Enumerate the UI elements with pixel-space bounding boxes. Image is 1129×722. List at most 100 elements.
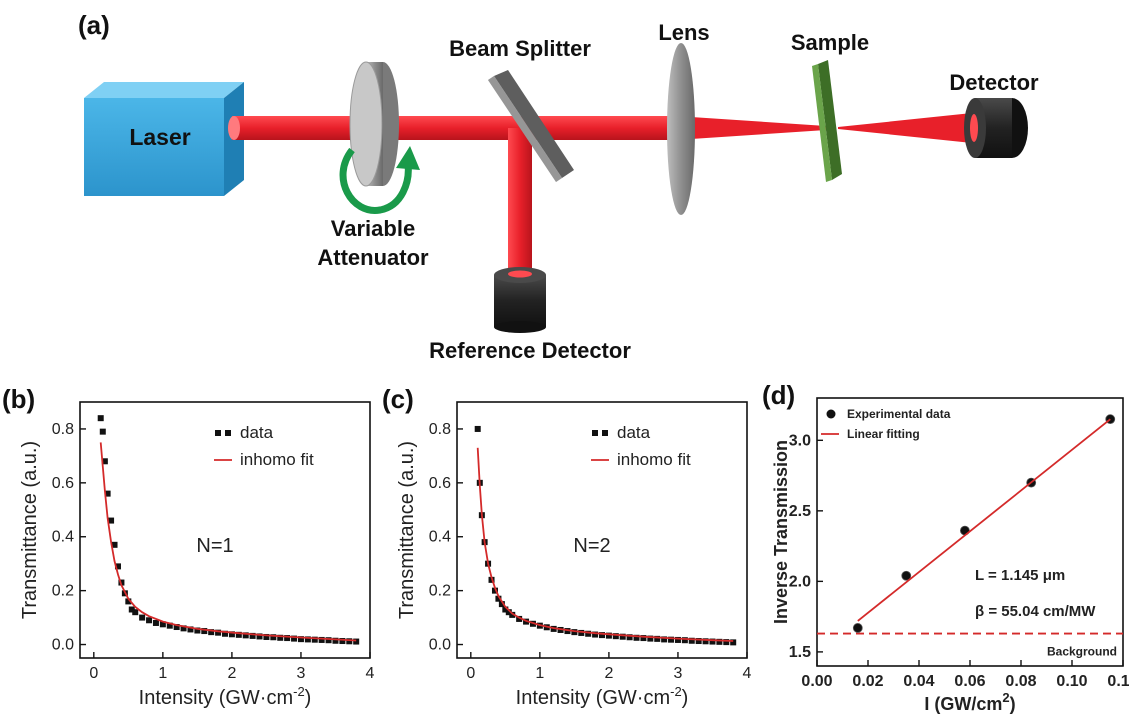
- data-point: [723, 639, 730, 646]
- y-tick-label: 0.6: [52, 475, 74, 492]
- y-tick-label: 0.8: [429, 421, 451, 438]
- annotation-param: β = 55.04 cm/MW: [975, 603, 1096, 620]
- x-tick-label: 3: [673, 665, 682, 682]
- data-point: [901, 570, 912, 581]
- y-tick-label: 1.5: [789, 644, 811, 661]
- plot-frame: [456, 401, 748, 659]
- data-point: [201, 628, 208, 635]
- data-point: [498, 601, 505, 608]
- plot-frame: [79, 401, 371, 659]
- data-point: [235, 631, 242, 638]
- attenuator-label-line2: Attenuator: [317, 245, 429, 270]
- x-tick-label: 0.06: [954, 673, 985, 690]
- y-tick-label: 2.5: [789, 503, 811, 520]
- x-axis-label: I (GW/cm2): [924, 690, 1015, 714]
- data-point: [571, 629, 578, 636]
- legend-marker-square: [225, 430, 231, 436]
- data-point: [353, 638, 360, 645]
- lens-label: Lens: [658, 20, 709, 45]
- data-point: [291, 635, 298, 642]
- x-axis-label: Intensity (GW·cm-2): [139, 684, 312, 709]
- y-tick-label: 0.8: [52, 421, 74, 438]
- data-point: [222, 630, 228, 637]
- data-point: [194, 627, 201, 634]
- data-point: [242, 632, 249, 639]
- beam-splitter-label: Beam Splitter: [449, 36, 591, 61]
- data-point: [695, 638, 702, 645]
- x-axis-label: Intensity (GW·cm-2): [516, 684, 689, 709]
- data-point: [502, 606, 509, 613]
- data-point: [104, 490, 111, 497]
- data-point: [128, 606, 135, 613]
- data-point: [668, 636, 675, 643]
- data-point: [474, 425, 481, 432]
- focused-beam: [676, 116, 826, 140]
- y-axis-label: Transmittance (a.u.): [396, 441, 418, 619]
- data-point: [187, 626, 194, 633]
- x-axis-label-text: I (GW/cm: [924, 694, 1002, 714]
- rotation-arrow-icon: [339, 146, 420, 214]
- data-point: [339, 638, 346, 645]
- y-axis-label: Inverse Transmission: [771, 440, 791, 624]
- y-tick-label: 2.0: [789, 573, 811, 590]
- detector-label: Detector: [949, 70, 1039, 95]
- data-point: [228, 631, 235, 638]
- reference-detector-label: Reference Detector: [429, 338, 631, 363]
- annotation-n: N=2: [573, 535, 610, 557]
- y-tick-label: 0.0: [52, 637, 74, 654]
- legend-entry: inhomo fit: [240, 450, 314, 469]
- x-tick-label: 1: [535, 665, 544, 682]
- data-point: [633, 634, 640, 641]
- x-tick-label: 0.08: [1005, 673, 1036, 690]
- x-tick-label: 2: [227, 665, 236, 682]
- panel-label: (d): [762, 380, 795, 410]
- x-tick-label: 0: [466, 665, 475, 682]
- laser-box: Laser: [84, 82, 244, 196]
- data-point: [256, 633, 263, 640]
- data-point: [661, 636, 668, 643]
- variable-attenuator: [349, 61, 399, 187]
- data-point: [702, 638, 709, 645]
- attenuator-label-line1: Variable: [331, 216, 415, 241]
- data-point: [626, 634, 633, 641]
- x-tick-label: 0.12: [1107, 673, 1129, 690]
- annotation-n: N=1: [196, 535, 233, 557]
- data-point: [688, 637, 695, 644]
- data-point: [491, 587, 498, 594]
- x-axis-label-close: ): [305, 687, 312, 709]
- data-point: [505, 609, 512, 616]
- legend-entry: Experimental data: [847, 407, 951, 421]
- data-point: [495, 595, 502, 602]
- data-point: [564, 628, 571, 635]
- diverging-beam: [838, 113, 972, 143]
- x-axis-label-text: Intensity (GW·cm: [139, 687, 293, 709]
- legend-marker-square: [602, 430, 608, 436]
- x-axis-label-close: ): [682, 687, 689, 709]
- data-point: [647, 635, 654, 642]
- data-point: [332, 637, 339, 644]
- lens: [667, 43, 695, 215]
- data-point: [318, 636, 325, 643]
- data-point: [509, 611, 516, 618]
- legend-entry: data: [617, 423, 651, 442]
- data-point: [654, 635, 661, 642]
- detector: [964, 98, 1028, 158]
- chart-b: (b) 0 1 2 3 4 0.0 0.2 0.4 0.6 0.8 Intensity (GW·cm-…: [2, 384, 375, 709]
- y-tick-label: 0.2: [52, 583, 74, 600]
- x-axis-label-sup: -2: [293, 684, 305, 699]
- x-tick-label: 3: [296, 665, 305, 682]
- data-point: [612, 633, 619, 640]
- data-point: [215, 629, 222, 636]
- chart-c: (c) 0 1 2 3 4 0.0 0.2 0.4 0.6 0.8 Intensity (GW·cm-…: [382, 384, 752, 709]
- x-axis-label-text: Intensity (GW·cm: [516, 687, 670, 709]
- sample-slide: [812, 60, 842, 182]
- data-point: [114, 563, 121, 570]
- x-tick-label: 2: [604, 665, 613, 682]
- x-axis-label-sup: 2: [1002, 690, 1009, 705]
- y-tick-label: 3.0: [789, 432, 811, 449]
- data-point: [108, 517, 115, 524]
- y-tick-label: 0.4: [429, 529, 451, 546]
- background-label: Background: [1047, 645, 1117, 659]
- x-tick-label: 0.00: [801, 673, 832, 690]
